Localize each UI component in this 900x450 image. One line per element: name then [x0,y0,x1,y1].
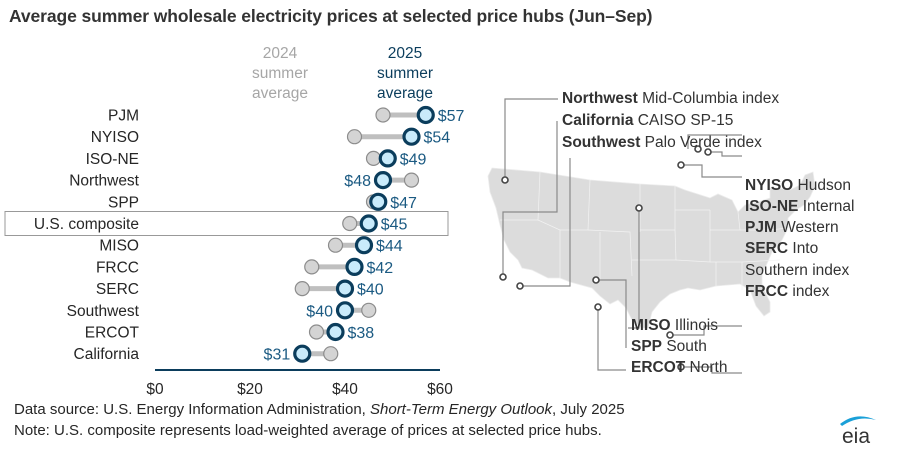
category-label: SERC [96,281,139,298]
category-label: FRCC [96,259,139,276]
category-label: ISO-NE [86,151,139,168]
legend-2024-line: average [252,85,308,102]
dumbbell-chart: 2024 summer average 2025 summer average PJM $57… [4,45,465,398]
data-label: $38 [348,325,375,342]
map-label-serc: SERC Into [745,240,819,257]
source-suffix: , July 2025 [552,401,625,418]
us-map [487,98,816,374]
hub-marker-miso [635,204,643,212]
dot-2024 [342,215,358,232]
dot-2025 [335,279,355,298]
category-label: Southwest [67,303,140,320]
dot-2024 [346,129,363,145]
hub-marker-southwest [516,282,524,290]
dot-2025 [293,344,312,363]
hub-marker-ercot [594,303,602,311]
dot-2024 [304,259,320,275]
hub-marker-california [499,273,507,281]
map-label-southwest: Southwest Palo Verde index [562,134,762,151]
map-label-frcc: FRCC index [745,283,830,300]
chart-title: Average summer wholesale electricity pri… [9,6,653,26]
data-label: $40 [357,282,384,299]
category-label: U.S. composite [34,216,139,233]
dot-2024 [327,237,344,253]
map-label-spp: SPP South [631,338,707,355]
map-label-california: California CAISO SP-15 [562,112,734,129]
map-label-pjm: PJM Western [745,219,839,236]
x-tick-label: $0 [146,381,164,398]
map-label-northwest: Northwest Mid-Columbia index [562,90,780,107]
dot-2025 [359,214,378,233]
us-map-panel: Northwest Mid-Columbia index California … [470,80,900,390]
legend-2024-line: summer [252,65,308,82]
footnote: Note: U.S. composite represents load-wei… [14,422,602,439]
data-label: $48 [344,173,371,190]
map-label-nyiso: NYISO Hudson [745,177,851,194]
legend-2025-line: 2025 [388,45,422,62]
hub-marker-nyiso [694,145,702,153]
hub-marker-isone [704,148,712,156]
category-label: PJM [108,108,139,125]
leader-lines [502,98,742,374]
dot-2024 [403,172,420,188]
dot-2024 [375,107,391,123]
x-tick-label: $40 [332,381,358,398]
dot-2025 [373,171,393,190]
eia-logo-text: eia [842,425,870,446]
data-label: $57 [438,108,465,125]
hub-marker-pjm [677,161,685,169]
data-label: $44 [376,238,403,255]
dot-2024 [294,281,310,297]
legend-2025-line: summer [377,65,433,82]
data-source: Data source: U.S. Energy Information Adm… [14,401,625,418]
data-label: $54 [424,130,451,147]
dot-2025 [402,127,421,146]
hub-marker-spp [592,276,600,284]
data-label: $45 [381,217,408,234]
dot-2024 [323,346,339,362]
category-label: ERCOT [85,325,140,342]
map-label-isone: ISO-NE Internal [745,198,855,215]
data-label: $49 [400,151,427,168]
data-label: $42 [367,260,394,277]
category-label: Northwest [69,173,139,190]
hub-marker-serc [666,331,674,339]
map-label-miso: MISO Illinois [631,317,719,334]
dot-2025 [354,236,374,255]
dot-2025 [345,257,364,276]
dot-2024 [308,324,325,340]
state-borders [500,171,789,290]
category-label: California [74,346,140,363]
hub-marker-northwest [501,176,509,184]
dot-2025 [378,149,397,168]
source-title: Short-Term Energy Outlook [370,401,553,418]
x-tick-label: $60 [427,381,453,398]
eia-logo: eia [840,416,876,446]
dot-2025 [416,105,435,125]
hub-markers [499,145,712,371]
map-label-ercot: ERCOT North [631,359,728,376]
dot-2024 [365,150,382,167]
x-tick-label: $20 [237,381,263,398]
category-label: MISO [99,238,139,255]
dot-2025 [335,301,355,320]
data-label: $31 [264,347,291,364]
hub-marker-frcc [677,363,685,371]
category-label: NYISO [91,129,139,146]
legend-2025-line: average [377,85,433,102]
dot-2025 [369,192,388,211]
source-prefix: Data source: U.S. Energy Information Adm… [14,401,370,418]
data-label: $40 [306,303,333,320]
legend-2024-line: 2024 [263,45,298,62]
data-label: $47 [390,195,417,212]
highlight-box [4,211,449,236]
map-label-serc-cont: Southern index [745,262,850,279]
dot-2025 [326,322,345,342]
dot-2024 [361,302,377,318]
category-label: SPP [108,194,139,211]
eia-logo-swoosh [840,416,876,426]
